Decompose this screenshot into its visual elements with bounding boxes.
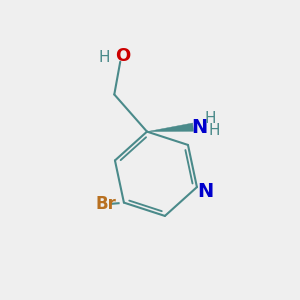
- Polygon shape: [147, 123, 194, 132]
- Text: H: H: [208, 123, 220, 138]
- Text: O: O: [116, 47, 131, 65]
- Text: N: N: [197, 182, 213, 201]
- Text: H: H: [204, 111, 216, 126]
- Text: H: H: [98, 50, 110, 65]
- Text: N: N: [191, 118, 208, 137]
- Text: Br: Br: [95, 195, 116, 213]
